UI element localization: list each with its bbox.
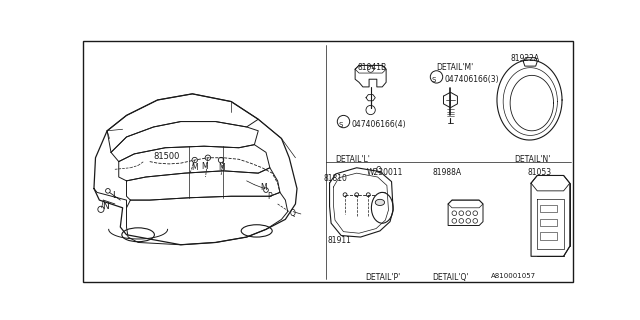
Text: DETAIL'N': DETAIL'N' (514, 156, 550, 164)
Circle shape (205, 155, 211, 160)
Text: DETAIL'P': DETAIL'P' (365, 273, 401, 282)
Text: DETAIL'L': DETAIL'L' (336, 156, 371, 164)
Text: 81053: 81053 (527, 168, 552, 177)
Text: L: L (113, 191, 118, 200)
Text: 047406166(3): 047406166(3) (444, 76, 499, 84)
Text: Q: Q (376, 166, 382, 175)
Text: DETAIL'M': DETAIL'M' (436, 63, 474, 72)
Text: 81922A: 81922A (510, 54, 540, 63)
Circle shape (264, 188, 268, 192)
Text: N: N (102, 202, 108, 211)
Circle shape (192, 157, 197, 163)
Circle shape (355, 193, 358, 196)
Circle shape (343, 193, 347, 196)
Circle shape (218, 157, 224, 163)
Text: P: P (268, 192, 272, 201)
Text: 81500: 81500 (154, 152, 180, 161)
Bar (540, 219, 557, 226)
Text: S: S (339, 122, 344, 128)
Circle shape (106, 188, 110, 193)
Text: S: S (432, 77, 436, 83)
Bar (540, 232, 557, 240)
Circle shape (98, 206, 104, 212)
Text: 81810: 81810 (323, 174, 348, 183)
Text: M: M (202, 162, 208, 171)
Circle shape (366, 193, 370, 196)
Text: A810001057: A810001057 (491, 273, 536, 279)
Text: M: M (218, 163, 225, 172)
Text: 81041B: 81041B (358, 63, 387, 72)
Text: DETAIL'Q': DETAIL'Q' (433, 273, 469, 282)
Text: Q: Q (289, 209, 295, 218)
Text: M: M (191, 163, 198, 172)
Text: M: M (260, 183, 266, 192)
Text: W230011: W230011 (367, 168, 403, 177)
Text: 047406166(4): 047406166(4) (351, 120, 406, 129)
Ellipse shape (375, 199, 385, 205)
Text: 81988A: 81988A (433, 168, 461, 177)
Text: 81911: 81911 (328, 236, 352, 244)
Bar (540, 205, 557, 212)
